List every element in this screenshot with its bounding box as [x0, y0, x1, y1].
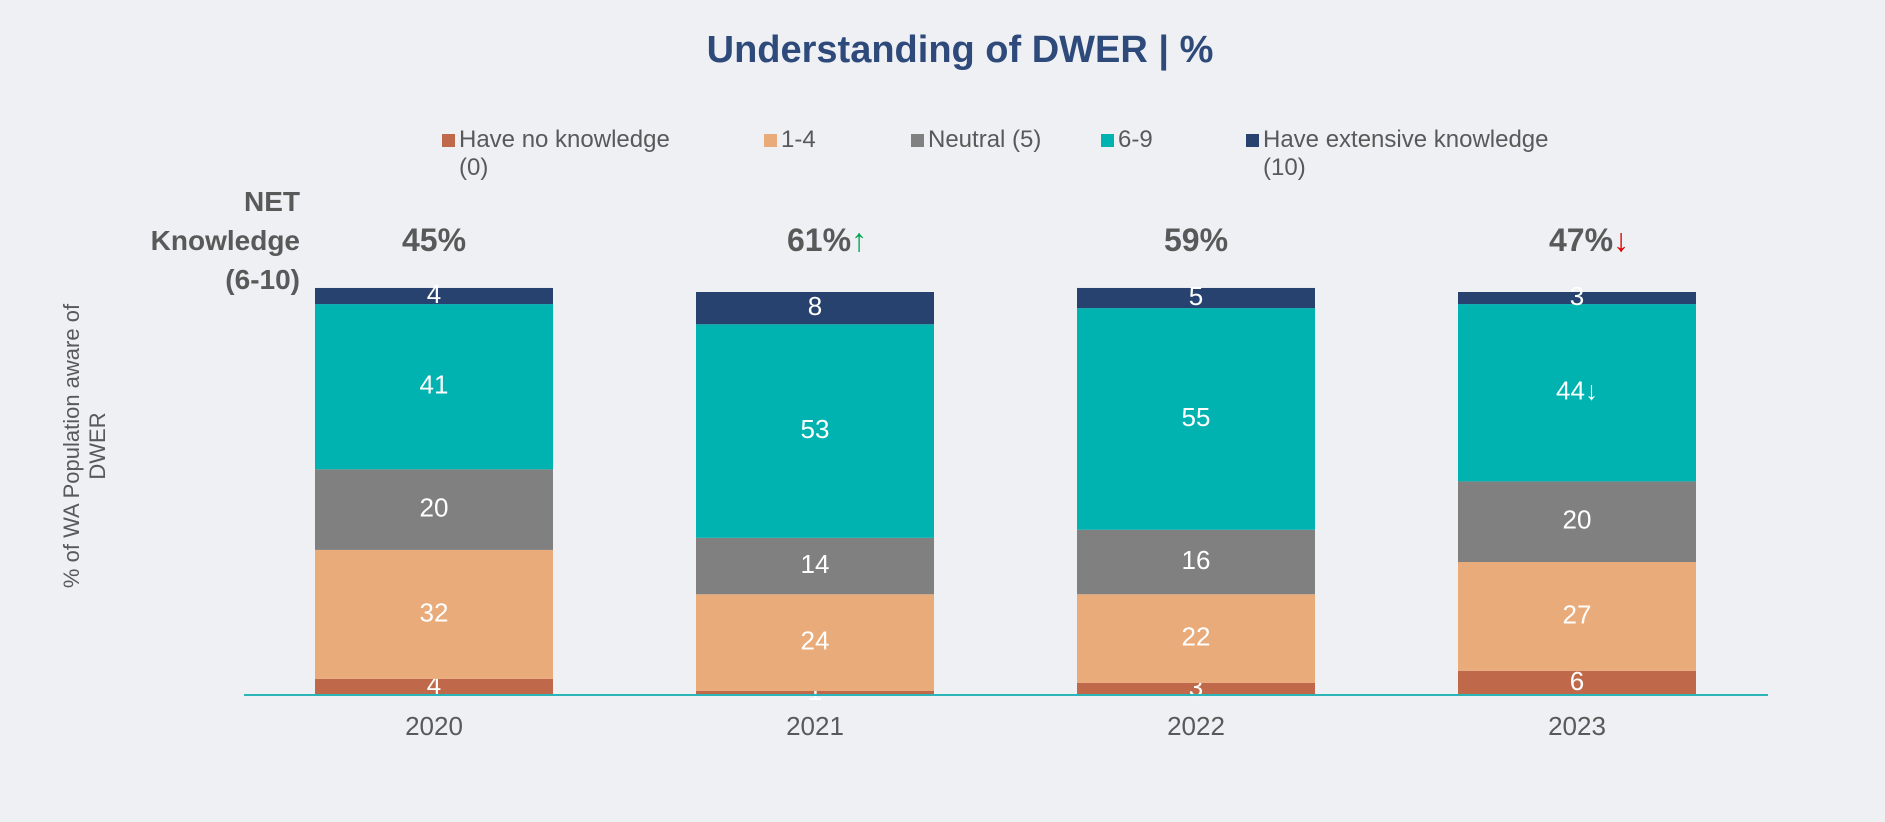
bar-segment: [696, 690, 934, 695]
data-label: 4: [427, 279, 441, 309]
bar-segment: [1458, 292, 1696, 305]
bar-segment: [1077, 308, 1315, 530]
bar-segment: [1458, 304, 1696, 482]
chart-title: Understanding of DWER | %: [707, 29, 1214, 71]
data-label: 41: [420, 370, 449, 400]
legend-label: Neutral (5): [928, 126, 1042, 153]
legend-swatch: [442, 134, 455, 147]
legend-swatch: [1101, 134, 1114, 147]
bar-segment: [315, 469, 553, 550]
data-label: 53: [801, 414, 830, 444]
data-label: 6: [1570, 666, 1584, 696]
net-value: 59%: [1164, 222, 1228, 258]
data-label: 20: [420, 492, 449, 522]
bar-segment: [315, 287, 553, 305]
bar-segment: [696, 537, 934, 595]
data-label: 3: [1570, 281, 1584, 311]
data-label: 5: [1189, 281, 1203, 311]
bar-segment: [696, 292, 934, 325]
net-arrow: ↑: [851, 222, 867, 258]
data-label: 8: [808, 291, 822, 321]
data-label: 20: [1563, 505, 1592, 535]
x-tick-label: 2023: [1548, 711, 1606, 741]
legend-label: 1-4: [781, 126, 816, 153]
x-tick-label: 2020: [405, 711, 463, 741]
legend-label: 6-9: [1118, 126, 1153, 153]
data-label: 22: [1182, 621, 1211, 651]
data-label: 16: [1182, 545, 1211, 575]
bar-segment: [1077, 594, 1315, 683]
net-value: 47%↓: [1549, 222, 1629, 258]
net-label: NET Knowledge (6-10): [150, 186, 300, 295]
data-label: 44↓: [1556, 376, 1598, 406]
bar-segment: [315, 304, 553, 470]
legend-item: 1-4: [764, 126, 884, 154]
net-value-text: 47%: [1549, 222, 1613, 258]
bar-segment: [1458, 481, 1696, 563]
legend-item: Neutral (5): [911, 126, 1071, 154]
bar-segment: [1458, 670, 1696, 695]
data-label: 32: [420, 597, 449, 627]
bar-segment: [1077, 529, 1315, 595]
data-label: 14: [801, 549, 830, 579]
legend-label: Have no knowledge (0): [459, 126, 670, 181]
bar-segment: [696, 594, 934, 691]
legend-item: 6-9: [1101, 126, 1221, 154]
net-value: 45%: [402, 222, 466, 258]
bar-segment: [1077, 682, 1315, 695]
bar-segment: [696, 324, 934, 538]
x-tick-label: 2022: [1167, 711, 1225, 741]
x-tick-label: 2021: [786, 711, 844, 741]
y-axis-label: % of WA Population aware of DWER: [59, 303, 110, 589]
net-value: 61%↑: [787, 222, 867, 258]
bar-segment: [1458, 562, 1696, 671]
data-label: 27: [1563, 599, 1592, 629]
data-label: 55: [1182, 402, 1211, 432]
bar-segment: [1077, 287, 1315, 309]
data-label: 24: [801, 625, 830, 655]
legend-label: Have extensive knowledge (10): [1263, 126, 1549, 181]
net-value-text: 45%: [402, 222, 466, 258]
bar-segment: [315, 549, 553, 679]
bar-segment: [315, 678, 553, 695]
legend-item: Have extensive knowledge (10): [1246, 126, 1576, 182]
legend-swatch: [1246, 134, 1259, 147]
legend-swatch: [911, 134, 924, 147]
net-value-text: 61%: [787, 222, 851, 258]
legend-item: Have no knowledge (0): [442, 126, 682, 182]
net-value-text: 59%: [1164, 222, 1228, 258]
legend-swatch: [764, 134, 777, 147]
net-arrow: ↓: [1613, 222, 1629, 258]
